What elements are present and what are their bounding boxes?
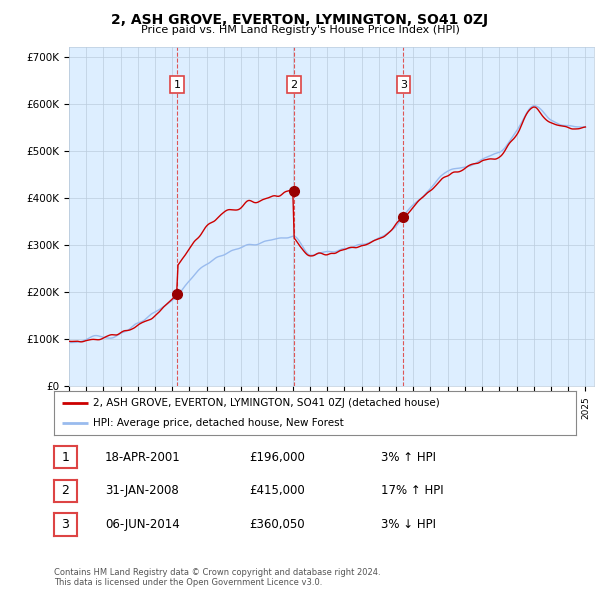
Text: 3: 3 — [400, 80, 407, 90]
Text: 06-JUN-2014: 06-JUN-2014 — [105, 518, 180, 531]
Text: 3: 3 — [61, 518, 70, 531]
Text: HPI: Average price, detached house, New Forest: HPI: Average price, detached house, New … — [93, 418, 344, 428]
Text: 2: 2 — [290, 80, 298, 90]
Text: 31-JAN-2008: 31-JAN-2008 — [105, 484, 179, 497]
Text: 3% ↓ HPI: 3% ↓ HPI — [381, 518, 436, 531]
Text: 2, ASH GROVE, EVERTON, LYMINGTON, SO41 0ZJ (detached house): 2, ASH GROVE, EVERTON, LYMINGTON, SO41 0… — [93, 398, 440, 408]
Text: 18-APR-2001: 18-APR-2001 — [105, 451, 181, 464]
Text: 2, ASH GROVE, EVERTON, LYMINGTON, SO41 0ZJ: 2, ASH GROVE, EVERTON, LYMINGTON, SO41 0… — [112, 13, 488, 27]
Text: 2: 2 — [61, 484, 70, 497]
Text: Contains HM Land Registry data © Crown copyright and database right 2024.
This d: Contains HM Land Registry data © Crown c… — [54, 568, 380, 587]
Text: 1: 1 — [174, 80, 181, 90]
Text: £415,000: £415,000 — [249, 484, 305, 497]
Text: Price paid vs. HM Land Registry's House Price Index (HPI): Price paid vs. HM Land Registry's House … — [140, 25, 460, 35]
Text: £196,000: £196,000 — [249, 451, 305, 464]
Text: 17% ↑ HPI: 17% ↑ HPI — [381, 484, 443, 497]
Text: 1: 1 — [61, 451, 70, 464]
Text: 3% ↑ HPI: 3% ↑ HPI — [381, 451, 436, 464]
Text: £360,050: £360,050 — [249, 518, 305, 531]
